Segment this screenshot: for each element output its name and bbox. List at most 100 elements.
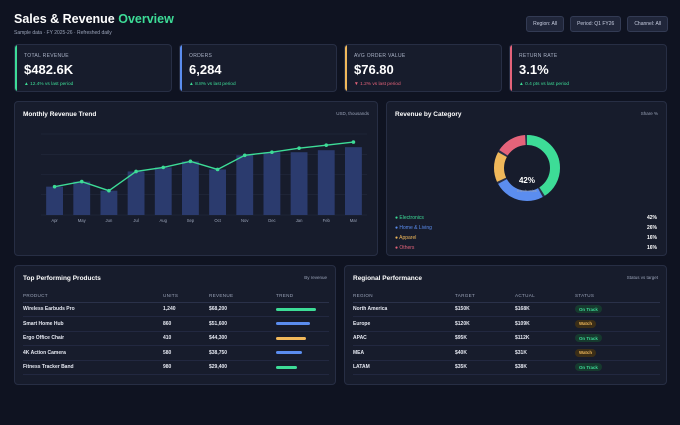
column-header: STATUS	[575, 290, 660, 303]
period-filter-button[interactable]: Period: Q1 FY26	[570, 16, 622, 32]
status-badge: On Track	[575, 363, 602, 372]
trend-bar	[276, 307, 316, 311]
trend-point	[134, 169, 138, 174]
table-row[interactable]: MEA $40K $31K Watch	[353, 345, 660, 361]
trend-bar	[276, 322, 310, 326]
table-row[interactable]: Wireless Earbuds Pro 1,240 $68,200	[23, 302, 329, 317]
table-row[interactable]: Ergo Office Chair 410 $44,300	[23, 331, 329, 346]
products-table: PRODUCT UNITS REVENUE TREND Wireless Ear…	[23, 290, 329, 375]
kpi-label: AVG ORDER VALUE	[354, 53, 406, 59]
revenue-bar	[236, 155, 254, 215]
table-header-row: REGION TARGET ACTUAL STATUS	[353, 290, 660, 303]
revenue-trend-line	[54, 141, 354, 192]
kpi-label: RETURN RATE	[519, 53, 558, 59]
kpi-accent-bar	[180, 45, 182, 91]
trend-bar	[276, 351, 303, 355]
region-name: North America	[353, 302, 455, 317]
kpi-card-return-rate: RETURN RATE 3.1% ▲ 0.4 pts vs last perio…	[509, 44, 667, 92]
product-units: 580	[163, 345, 209, 361]
panel-note: Status vs target	[626, 275, 658, 280]
revenue-bar	[290, 152, 308, 215]
status-badge: On Track	[575, 334, 602, 343]
table-row[interactable]: Europe $120K $109K Watch	[353, 316, 660, 332]
trend-point	[215, 167, 220, 172]
top-products-panel: Top Performing Products By revenue PRODU…	[14, 265, 336, 385]
table-row[interactable]: LATAM $35K $38K On Track	[353, 360, 660, 375]
column-header: REVENUE	[209, 290, 276, 303]
region-target: $95K	[455, 331, 515, 346]
panel-title: Regional Performance	[353, 275, 422, 282]
revenue-bar	[154, 167, 172, 215]
kpi-card-avg-order-value: AVG ORDER VALUE $76.80 ▼ 1.2% vs last pe…	[344, 44, 502, 92]
panel-title: Monthly Revenue Trend	[23, 111, 97, 118]
region-name: Europe	[353, 316, 455, 332]
regional-table: REGION TARGET ACTUAL STATUS North Americ…	[353, 290, 660, 375]
product-name: Smart Home Hub	[23, 316, 163, 332]
x-tick-label: May	[78, 218, 87, 223]
legend-value: 42%	[646, 215, 657, 221]
column-header: REGION	[353, 290, 455, 303]
monthly-revenue-panel: Monthly Revenue Trend USD, thousands Apr…	[14, 101, 378, 256]
status-badge: Watch	[575, 319, 597, 328]
kpi-accent-bar	[510, 45, 512, 91]
panel-note: By revenue	[304, 275, 327, 280]
product-trend-cell	[276, 331, 329, 346]
kpi-accent-bar	[345, 45, 347, 91]
product-trend-cell	[276, 316, 329, 332]
x-tick-label: Nov	[241, 218, 249, 223]
product-name: Fitness Tracker Band	[23, 360, 163, 375]
column-header: TREND	[276, 290, 329, 303]
legend-label: ● Apparel	[395, 235, 417, 241]
table-row[interactable]: Fitness Tracker Band 980 $29,400	[23, 360, 329, 375]
revenue-bar	[209, 169, 227, 215]
kpi-delta: ▲ 12.4% vs last period	[24, 82, 74, 87]
product-revenue: $68,200	[209, 302, 276, 317]
table-row[interactable]: 4K Action Camera 580 $38,750	[23, 345, 329, 361]
product-trend-cell	[276, 302, 329, 317]
product-trend-cell	[276, 345, 329, 361]
x-tick-label: Dec	[268, 218, 275, 223]
product-revenue: $38,750	[209, 345, 276, 361]
category-legend: ● Electronics 42% ● Home & Living 26% ● Appa…	[395, 213, 657, 253]
region-actual: $112K	[515, 331, 575, 346]
table-row[interactable]: APAC $95K $112K On Track	[353, 331, 660, 346]
region-status-cell: On Track	[575, 360, 660, 375]
kpi-card-orders: ORDERS 6,284 ▲ 8.8% vs last period	[179, 44, 337, 92]
x-tick-label: Aug	[160, 218, 168, 223]
kpi-value: $482.6K	[24, 62, 74, 77]
region-actual: $168K	[515, 302, 575, 317]
legend-value: 16%	[646, 245, 657, 251]
trend-point	[107, 188, 111, 193]
channel-filter-button[interactable]: Channel: All	[627, 16, 668, 32]
status-badge: On Track	[575, 305, 602, 314]
kpi-delta: ▲ 0.4 pts vs last period	[519, 82, 570, 87]
table-row[interactable]: Smart Home Hub 860 $51,600	[23, 316, 329, 332]
region-name: MEA	[353, 345, 455, 361]
products-table-body: Wireless Earbuds Pro 1,240 $68,200 Smart Ho…	[23, 302, 329, 375]
region-actual: $109K	[515, 316, 575, 332]
region-target: $120K	[455, 316, 515, 332]
product-revenue: $51,600	[209, 316, 276, 332]
trend-point	[79, 179, 84, 184]
product-revenue: $29,400	[209, 360, 276, 375]
product-name: Ergo Office Chair	[23, 331, 163, 346]
revenue-bar	[73, 181, 91, 215]
region-target: $40K	[455, 345, 515, 361]
column-header: ACTUAL	[515, 290, 575, 303]
revenue-chart: Apr May Jun Jul Aug Sep Oct Nov Dec Jan Feb Mar	[41, 133, 367, 223]
region-target: $35K	[455, 360, 515, 375]
region-filter-button[interactable]: Region: All	[526, 16, 565, 32]
x-tick-label: Feb	[323, 218, 331, 223]
kpi-label: TOTAL REVENUE	[24, 53, 69, 59]
panel-title: Top Performing Products	[23, 275, 101, 282]
legend-item: ● Apparel 16%	[395, 233, 657, 243]
kpi-accent-bar	[15, 45, 17, 91]
product-revenue: $44,300	[209, 331, 276, 346]
product-units: 410	[163, 331, 209, 346]
category-donut-chart: 42% Electronics	[494, 135, 560, 201]
region-name: APAC	[353, 331, 455, 346]
legend-value: 26%	[646, 225, 657, 231]
region-actual: $38K	[515, 360, 575, 375]
table-row[interactable]: North America $150K $168K On Track	[353, 302, 660, 317]
dashboard-header: Sales & Revenue Overview Sample data · F…	[14, 12, 668, 38]
